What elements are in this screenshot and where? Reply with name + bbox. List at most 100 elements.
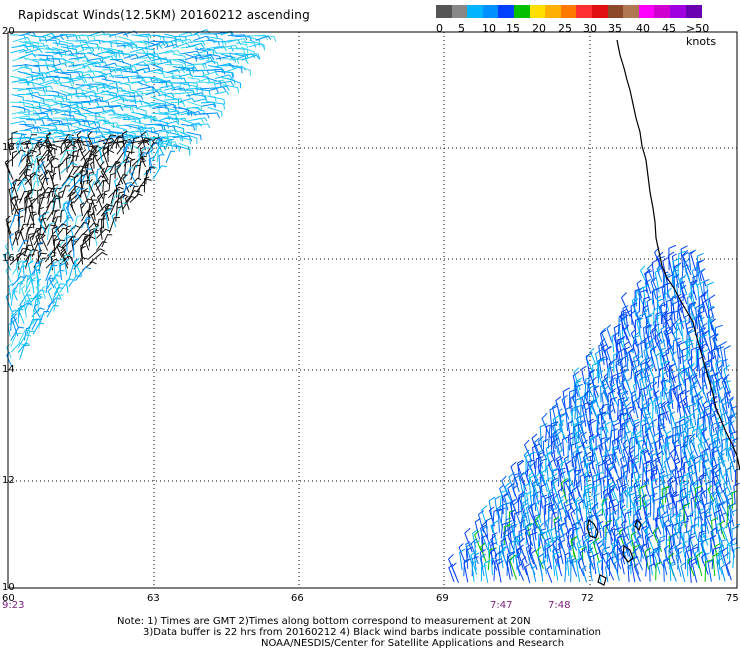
wind-barb xyxy=(18,81,35,88)
wind-barb xyxy=(75,95,92,101)
wind-barb xyxy=(649,336,658,360)
wind-barb xyxy=(51,184,59,197)
wind-barb xyxy=(518,537,528,564)
wind-barb xyxy=(686,514,693,533)
map-title: Rapidscat Winds(12.5KM) 20160212 ascendi… xyxy=(18,8,310,22)
wind-barb xyxy=(185,87,204,93)
wind-barb xyxy=(82,230,99,242)
wind-barb xyxy=(632,453,641,479)
wind-barb xyxy=(582,490,590,515)
wind-barb xyxy=(532,483,540,503)
wind-barb xyxy=(517,460,526,487)
lon-label-75: 75 xyxy=(726,593,739,604)
wind-barb xyxy=(679,465,685,485)
wind-barb xyxy=(552,547,558,565)
wind-barb xyxy=(45,157,59,168)
wind-barb xyxy=(708,441,717,467)
wind-barb xyxy=(102,146,109,167)
wind-barb xyxy=(726,391,732,409)
wind-barb xyxy=(36,227,42,245)
wind-barb xyxy=(545,517,552,541)
wind-barb xyxy=(38,108,59,115)
wind-barb xyxy=(102,211,108,229)
wind-barb xyxy=(632,298,642,324)
wind-barb xyxy=(158,153,164,169)
wind-barb xyxy=(544,496,551,515)
wind-barb xyxy=(626,406,635,428)
wind-barb xyxy=(671,253,677,271)
wind-barb xyxy=(706,281,715,307)
wind-barb xyxy=(680,245,688,270)
wind-barb xyxy=(81,47,95,52)
wind-barb xyxy=(618,318,626,342)
wind-barb xyxy=(632,460,640,486)
wind-barb xyxy=(716,428,725,449)
wind-barb xyxy=(697,411,705,433)
wind-barb xyxy=(139,146,144,161)
wind-barb xyxy=(518,472,526,498)
wind-barb xyxy=(163,85,183,92)
wind-barb xyxy=(39,47,55,55)
wind-barb xyxy=(67,92,88,99)
wind-barb xyxy=(571,392,581,415)
wind-barb xyxy=(600,383,606,403)
wind-barb xyxy=(165,150,175,163)
wind-barb xyxy=(557,467,566,487)
wind-barb xyxy=(45,264,58,282)
wind-barb xyxy=(25,134,37,150)
wind-barb xyxy=(601,343,608,366)
wind-barb xyxy=(544,537,551,559)
wind-barb xyxy=(73,189,90,204)
wind-barb xyxy=(498,543,506,565)
wind-barb xyxy=(472,529,477,548)
wind-barb xyxy=(80,243,85,258)
wind-barb xyxy=(140,131,147,151)
wind-barb xyxy=(199,56,213,61)
wind-barb xyxy=(571,522,579,542)
wind-barb xyxy=(656,312,664,337)
wind-barb xyxy=(465,541,471,559)
wind-barb xyxy=(64,258,70,275)
wind-barb xyxy=(730,537,736,558)
wind-barb xyxy=(672,494,680,517)
wind-barb xyxy=(123,151,135,167)
wind-barb xyxy=(36,278,42,293)
wind-barb xyxy=(47,129,65,135)
wind-barb xyxy=(559,471,566,492)
wind-barb xyxy=(704,467,711,486)
wind-barb xyxy=(22,259,28,277)
wind-barb xyxy=(24,330,36,347)
wind-barb xyxy=(690,249,697,272)
wind-barb xyxy=(10,326,25,341)
wind-barb xyxy=(40,170,53,181)
wind-barb xyxy=(683,424,692,444)
wind-barb xyxy=(693,454,702,481)
wind-barb xyxy=(617,388,625,407)
wind-barb xyxy=(61,185,71,198)
wind-barb xyxy=(688,535,696,559)
wind-barb xyxy=(608,362,614,379)
wind-barb xyxy=(680,496,689,521)
wind-barb xyxy=(649,563,655,582)
lat-label-10: 10 xyxy=(2,582,15,593)
wind-barb xyxy=(61,242,70,260)
wind-barb xyxy=(213,85,230,91)
wind-barb xyxy=(675,322,682,341)
wind-barb xyxy=(665,434,673,461)
wind-barb xyxy=(46,109,67,116)
wind-barb xyxy=(463,558,471,583)
wind-barb xyxy=(52,287,64,301)
wind-barb xyxy=(589,348,597,366)
wind-barb xyxy=(52,57,67,64)
wind-barb xyxy=(577,557,585,576)
wind-barb xyxy=(11,275,26,287)
wind-barb xyxy=(31,307,45,318)
wind-barb xyxy=(18,168,31,180)
wind-barb xyxy=(684,337,692,361)
wind-barb xyxy=(509,499,517,522)
wind-barb xyxy=(108,81,123,86)
wind-barb xyxy=(685,264,692,287)
wind-barb xyxy=(713,379,721,401)
wind-barb xyxy=(687,557,695,577)
wind-barb xyxy=(716,552,723,576)
